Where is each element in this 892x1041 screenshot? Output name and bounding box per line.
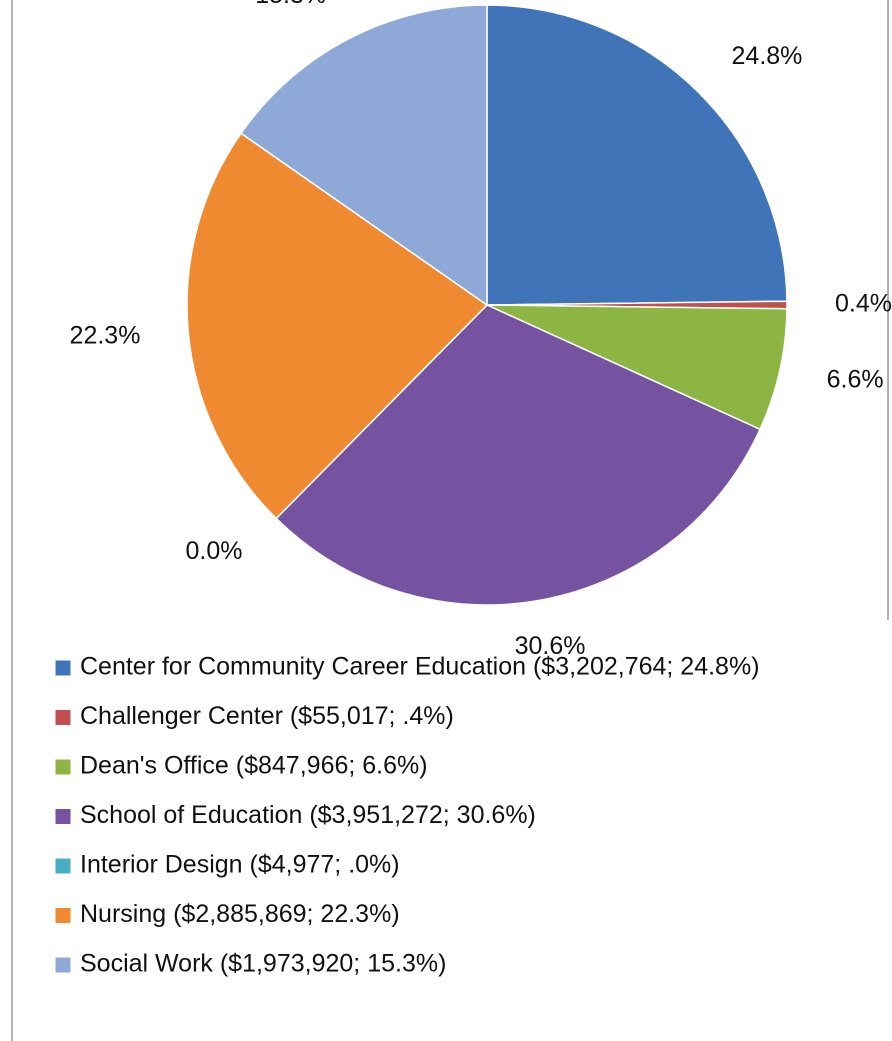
data-label: 0.0% (185, 537, 242, 565)
data-label: 15.3% (255, 0, 326, 9)
legend-swatch (54, 857, 72, 875)
legend-swatch (54, 659, 72, 677)
pie-slice (486, 4, 788, 306)
legend-label: Social Work ($1,973,920; 15.3%) (80, 950, 446, 978)
legend-swatch (54, 709, 72, 726)
legend-label: Interior Design ($4,977; .0%) (80, 851, 400, 879)
legend-label: Center for Community Career Education ($… (80, 653, 760, 681)
legend-label: Challenger Center ($55,017; .4%) (80, 702, 454, 730)
legend-label: Dean's Office ($847,966; 6.6%) (80, 752, 428, 780)
data-label: 30.6% (515, 632, 586, 660)
data-label: 0.4% (835, 290, 892, 318)
data-label: 24.8% (732, 42, 803, 70)
legend-swatch (54, 808, 72, 825)
legend-swatch (54, 956, 72, 974)
chart-frame (11, 0, 889, 1041)
legend-label: School of Education ($3,951,272; 30.6%) (80, 801, 536, 829)
pie-slice (486, 304, 788, 431)
data-label: 22.3% (70, 321, 141, 349)
pie-slice (239, 4, 488, 307)
pie-slice (186, 132, 489, 520)
legend-swatch (54, 907, 72, 924)
pie-slice (275, 304, 762, 606)
legend-label: Nursing ($2,885,869; 22.3%) (80, 900, 400, 928)
legend-swatch (54, 758, 72, 776)
data-label: 6.6% (827, 366, 884, 394)
